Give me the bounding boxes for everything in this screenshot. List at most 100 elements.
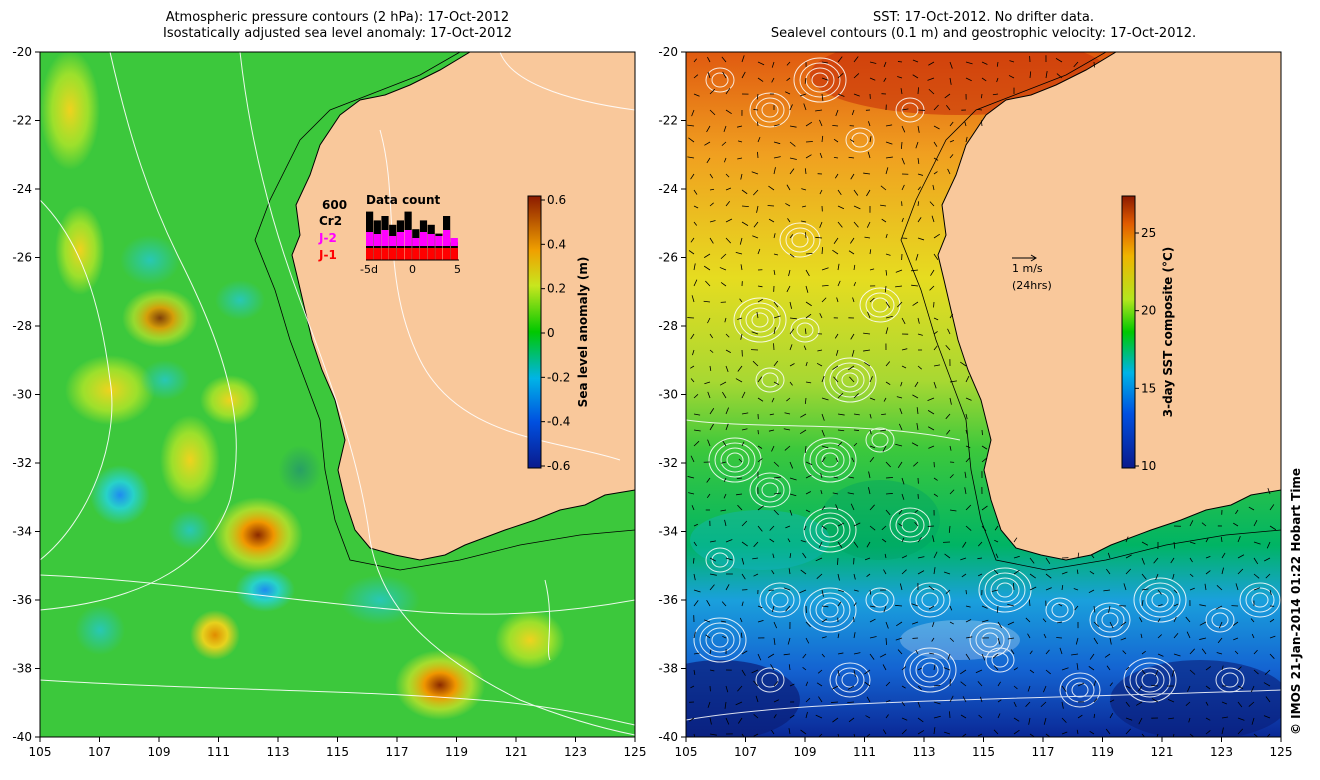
velocity-arrow: [789, 553, 792, 559]
velocity-arrow: [896, 396, 903, 399]
sealevel-contour: [1089, 602, 1131, 638]
velocity-arrow: [1266, 733, 1271, 737]
velocity-arrow: [800, 540, 807, 543]
velocity-arrow: [928, 605, 935, 610]
velocity-arrow: [805, 361, 808, 367]
velocity-arrow: [1013, 685, 1018, 690]
sealevel-contour: [865, 587, 895, 613]
velocity-arrow: [1042, 618, 1047, 623]
sealevel-contour: [821, 522, 839, 538]
velocity-arrow: [933, 141, 938, 147]
velocity-arrow: [1029, 71, 1032, 79]
velocity-arrow: [896, 301, 903, 308]
velocity-arrow: [771, 570, 775, 575]
velocity-arrow: [1125, 685, 1131, 689]
velocity-arrow: [1253, 669, 1259, 675]
velocity-arrow: [933, 345, 938, 351]
velocity-arrow: [709, 202, 714, 207]
velocity-arrow: [869, 589, 872, 595]
velocity-arrow: [773, 327, 776, 335]
velocity-arrow: [709, 423, 714, 431]
velocity-arrow: [772, 553, 775, 559]
velocity-arrow: [821, 61, 829, 64]
sealevel-contour: [1071, 682, 1089, 698]
velocity-arrow: [949, 61, 953, 69]
velocity-arrow: [945, 589, 951, 595]
sealevel-contour: [759, 582, 801, 618]
velocity-arrow: [767, 653, 775, 658]
velocity-arrow: [736, 493, 743, 496]
x-tick-label: 105: [675, 745, 698, 759]
velocity-arrow: [863, 172, 871, 175]
velocity-arrow: [1104, 653, 1111, 658]
velocity-arrow: [835, 109, 839, 117]
velocity-arrow: [1186, 631, 1191, 639]
velocity-arrow: [964, 487, 967, 495]
velocity-arrow: [1237, 554, 1245, 559]
velocity-arrow: [837, 189, 842, 196]
velocity-arrow: [802, 653, 807, 659]
velocity-arrow: [917, 717, 924, 723]
velocity-arrow: [977, 541, 983, 547]
colorbar-tick-label: 0.2: [547, 282, 566, 296]
velocity-arrow: [981, 653, 986, 661]
velocity-arrow: [722, 391, 727, 399]
sealevel-contour: [835, 667, 865, 693]
colorbar-tick-label: 0: [547, 326, 555, 340]
velocity-arrow: [784, 445, 791, 451]
velocity-arrow: [853, 221, 859, 228]
velocity-arrow: [689, 717, 695, 722]
velocity-arrow: [821, 653, 825, 658]
velocity-arrow: [687, 476, 695, 479]
velocity-arrow: [997, 713, 1001, 719]
inset-bar-j1: [373, 248, 381, 260]
velocity-arrow: [771, 61, 775, 68]
velocity-arrow: [1215, 605, 1223, 610]
velocity-arrow: [773, 167, 776, 175]
velocity-arrow: [816, 362, 823, 367]
velocity-arrow: [869, 653, 875, 660]
sealevel-contour: [771, 592, 789, 608]
velocity-arrow: [802, 552, 807, 559]
velocity-arrow: [964, 471, 967, 479]
velocity-arrow: [1253, 649, 1258, 655]
velocity-arrow: [837, 429, 845, 432]
velocity-arrow: [883, 397, 887, 402]
velocity-arrow: [800, 729, 807, 735]
velocity-arrow: [1269, 525, 1277, 531]
velocity-arrow: [992, 653, 999, 659]
velocity-arrow: [1093, 680, 1097, 687]
velocity-arrow: [753, 714, 759, 719]
velocity-arrow: [787, 218, 791, 223]
velocity-arrow: [884, 553, 887, 559]
inset-bar-j2: [404, 230, 412, 246]
velocity-arrow: [997, 699, 1002, 703]
sealevel-contour: [1221, 672, 1239, 688]
velocity-arrow: [885, 315, 893, 319]
velocity-arrow: [869, 376, 873, 383]
velocity-scale: 1 m/s (24hrs): [1012, 254, 1052, 292]
velocity-arrow: [789, 328, 795, 335]
velocity-arrow: [851, 457, 855, 463]
sealevel-contour: [975, 627, 1005, 653]
velocity-arrow: [933, 477, 938, 481]
velocity-arrow: [853, 189, 859, 196]
velocity-arrow: [751, 331, 759, 335]
velocity-arrow: [1220, 536, 1223, 543]
velocity-arrow: [789, 168, 795, 175]
velocity-arrow: [869, 77, 876, 81]
velocity-arrow: [805, 474, 812, 479]
velocity-arrow: [1141, 650, 1146, 655]
inset-bars: [366, 211, 458, 260]
sealevel-contour: [1245, 587, 1275, 613]
x-tick-label: 119: [445, 745, 468, 759]
velocity-arrow: [1076, 663, 1079, 671]
velocity-arrow: [866, 541, 871, 548]
velocity-arrow: [885, 156, 893, 159]
velocity-arrow: [757, 285, 763, 288]
velocity-arrow: [901, 701, 906, 707]
velocity-arrow: [869, 249, 872, 255]
velocity-arrow: [788, 269, 791, 277]
velocity-arrow: [944, 731, 951, 735]
velocity-arrow: [1071, 653, 1079, 656]
